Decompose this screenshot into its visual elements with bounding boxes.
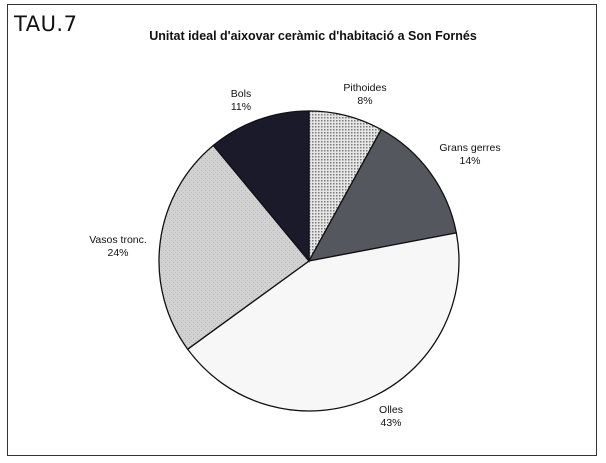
- slice-percent-label: 14%: [459, 155, 480, 167]
- pie-slice-olles: [186, 232, 460, 412]
- slice-percent-label: 24%: [107, 247, 128, 259]
- slice-name-label: Pithoides: [343, 82, 386, 94]
- pie-slice-vasos-tronc: [158, 144, 310, 351]
- figure-tag: TAU.7: [14, 12, 78, 36]
- slice-name-label: Vasos tronc.: [89, 234, 147, 246]
- slice-name-label: Grans gerres: [439, 142, 500, 154]
- slice-name-label: Bols: [231, 88, 251, 100]
- slice-percent-label: 8%: [357, 95, 372, 107]
- pie-slice-bols: [212, 110, 310, 263]
- slice-percent-label: 43%: [380, 417, 401, 429]
- slice-name-label: Olles: [379, 404, 403, 416]
- chart-title: Unitat ideal d'aixovar ceràmic d'habitac…: [149, 29, 477, 43]
- slice-percent-label: 11%: [231, 101, 251, 113]
- pie-slice-grans-gerres: [307, 128, 458, 262]
